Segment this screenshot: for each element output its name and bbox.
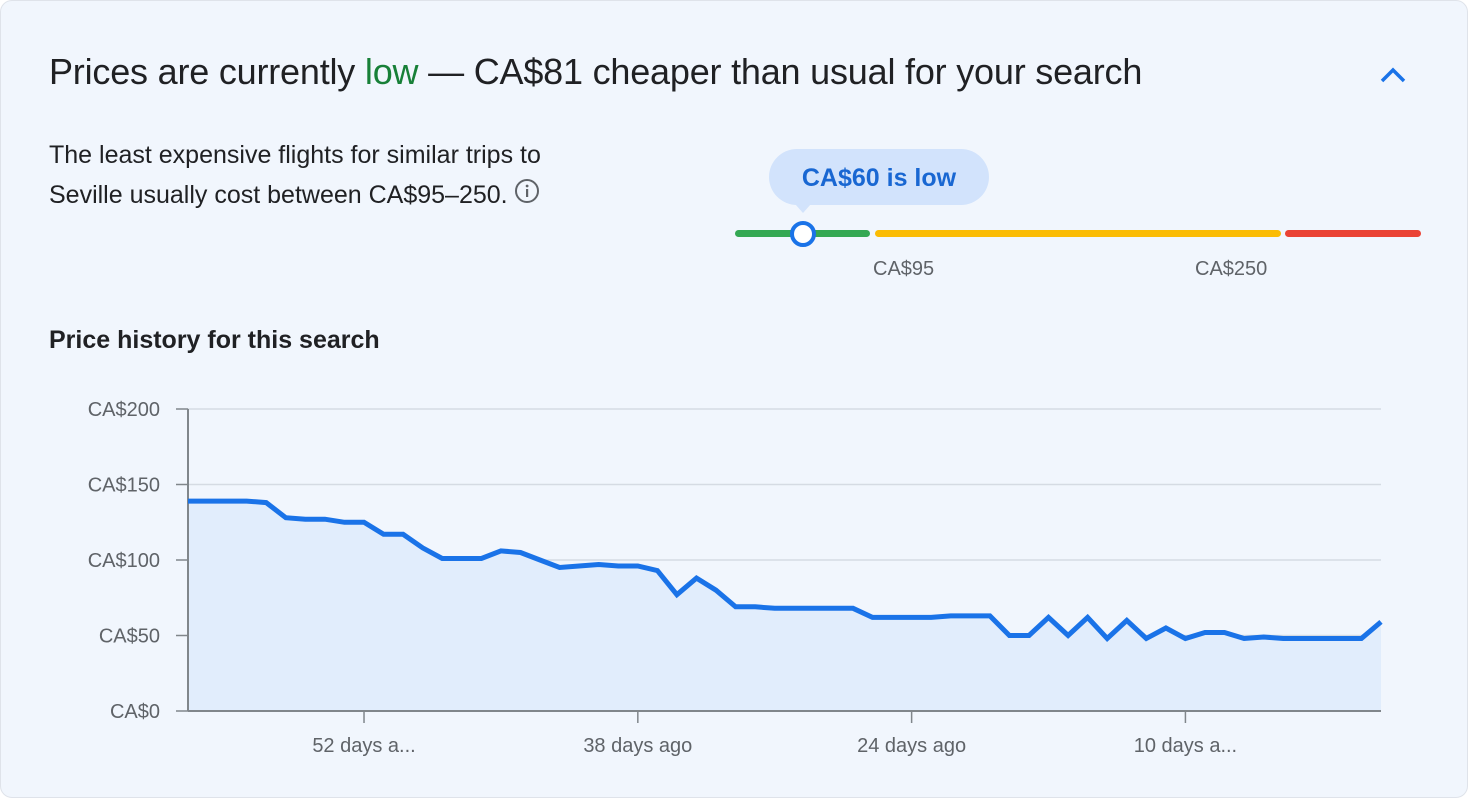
low-threshold-label: CA$95 — [873, 258, 935, 280]
price-status: low — [364, 51, 419, 92]
y-tick-label: CA$50 — [99, 626, 160, 648]
x-tick-label: 10 days a... — [1134, 735, 1237, 757]
y-tick-label: CA$0 — [110, 701, 160, 723]
title-suffix: — CA$81 cheaper than usual for your sear… — [418, 51, 1143, 92]
description-text: The least expensive flights for similar … — [49, 141, 541, 209]
info-icon[interactable] — [514, 176, 540, 216]
price-history-title: Price history for this search — [49, 326, 380, 354]
current-price-marker — [790, 221, 816, 247]
high-threshold-label: CA$250 — [1195, 258, 1268, 280]
collapse-button[interactable] — [1375, 57, 1411, 93]
y-tick-label: CA$200 — [88, 399, 160, 421]
y-tick-label: CA$100 — [88, 550, 160, 572]
title-prefix: Prices are currently — [49, 51, 365, 92]
current-price-tooltip: CA$60 is low — [769, 149, 989, 213]
price-line — [188, 498, 1383, 643]
price-range-description: The least expensive flights for similar … — [49, 135, 549, 216]
x-tick-label: 38 days ago — [583, 735, 692, 757]
x-tick-label: 52 days a... — [312, 735, 415, 757]
typical-price-range-bar — [875, 230, 1281, 237]
price-area — [188, 501, 1381, 711]
price-insight-title: Prices are currently low — CA$81 cheaper… — [49, 51, 1142, 93]
x-tick-label: 24 days ago — [857, 735, 966, 757]
high-price-range-bar — [1285, 230, 1421, 237]
y-tick-label: CA$150 — [88, 475, 160, 497]
chevron-up-icon — [1380, 67, 1406, 83]
